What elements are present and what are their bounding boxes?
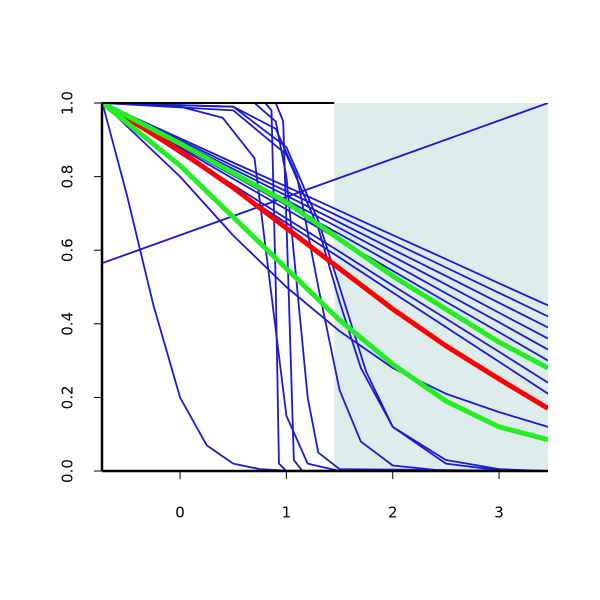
curve — [102, 103, 548, 471]
curve — [102, 103, 548, 471]
curve — [102, 103, 548, 471]
curve — [102, 103, 548, 264]
x-tick-label: 2 — [388, 504, 398, 522]
x-tick-label: 0 — [175, 504, 185, 522]
x-tick-label: 3 — [494, 504, 504, 522]
y-tick-label: 0.8 — [59, 165, 77, 189]
x-tick-label: 1 — [282, 504, 292, 522]
curve — [102, 103, 548, 443]
curve — [102, 103, 548, 371]
y-tick-label: 0.4 — [59, 312, 77, 336]
curve — [102, 103, 548, 411]
curve — [102, 103, 548, 471]
curve — [102, 103, 548, 307]
curve — [102, 103, 548, 428]
y-tick-label: 1.0 — [59, 91, 77, 115]
y-tick-label: 0.0 — [59, 459, 77, 483]
y-tick-label: 0.2 — [59, 385, 77, 409]
curve — [102, 103, 548, 318]
curve — [102, 103, 548, 471]
curve — [102, 103, 548, 471]
shaded-region — [334, 103, 548, 471]
y-tick-label: 0.6 — [59, 238, 77, 262]
